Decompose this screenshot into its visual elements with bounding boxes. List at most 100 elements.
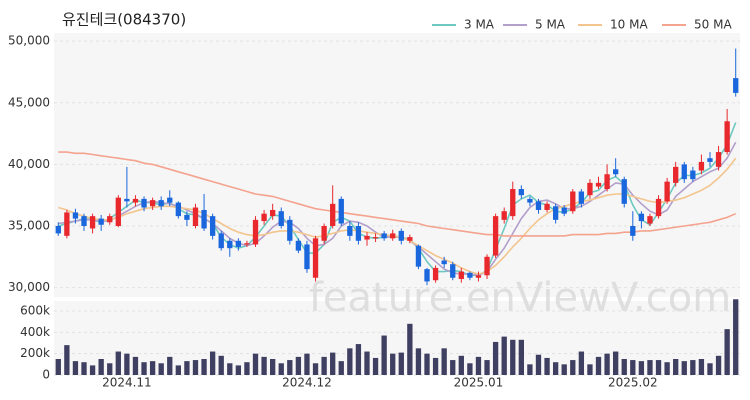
y-tick-label: 35,000 bbox=[8, 218, 50, 232]
candle-body bbox=[527, 198, 533, 203]
volume-bar bbox=[209, 351, 216, 375]
candle-body bbox=[630, 225, 636, 236]
volume-bar bbox=[527, 364, 533, 375]
volume-bar bbox=[149, 361, 156, 375]
legend-label: 50 MA bbox=[694, 18, 732, 32]
volume-bar bbox=[707, 363, 713, 375]
volume-bar bbox=[338, 361, 344, 375]
volume-bar bbox=[613, 351, 619, 375]
volume-bar bbox=[235, 365, 242, 375]
volume-bar bbox=[690, 360, 696, 375]
candle-body bbox=[621, 179, 627, 204]
candle-body bbox=[673, 166, 679, 183]
volume-bar bbox=[252, 353, 259, 375]
volume-bar bbox=[475, 356, 482, 375]
volume-bar bbox=[115, 351, 121, 375]
candle-body bbox=[390, 233, 396, 239]
candle-body bbox=[64, 212, 70, 236]
volume-bar bbox=[552, 362, 559, 375]
candle-body bbox=[415, 245, 422, 267]
candle-body bbox=[287, 219, 293, 241]
volume-bar bbox=[107, 363, 113, 375]
candle-body bbox=[544, 203, 550, 210]
candle-body bbox=[209, 216, 216, 236]
candle-body bbox=[132, 198, 139, 203]
candle-body bbox=[218, 233, 224, 249]
volume-bar bbox=[89, 365, 96, 375]
volume-bar bbox=[295, 356, 302, 375]
volume-bar bbox=[681, 361, 687, 375]
candle-body bbox=[587, 182, 593, 196]
candle-body bbox=[638, 213, 645, 222]
candle-body bbox=[398, 230, 404, 241]
candle-body bbox=[98, 218, 104, 225]
volume-bar bbox=[484, 360, 490, 375]
volume-bar bbox=[415, 348, 422, 375]
candle-body bbox=[432, 267, 439, 281]
ma-line bbox=[58, 151, 737, 237]
volume-bar bbox=[355, 344, 362, 375]
candle-body bbox=[175, 202, 181, 217]
volume-bar bbox=[621, 359, 627, 375]
volume-bar bbox=[390, 353, 396, 375]
candle-body bbox=[664, 181, 670, 202]
candle-body bbox=[141, 198, 147, 208]
volume-bar bbox=[424, 353, 430, 375]
volume-bar bbox=[492, 341, 499, 375]
y-tick-label: 50,000 bbox=[8, 34, 50, 48]
candle-body bbox=[115, 197, 121, 226]
volume-bar bbox=[673, 359, 679, 375]
volume-bar bbox=[733, 299, 739, 375]
volume-bar bbox=[698, 359, 705, 375]
candle-body bbox=[124, 198, 130, 202]
volume-bar bbox=[227, 363, 233, 375]
volume-bar bbox=[64, 345, 70, 375]
candle-body bbox=[484, 256, 490, 276]
volume-bar bbox=[578, 351, 585, 375]
candle-body bbox=[364, 235, 370, 240]
volume-bar bbox=[184, 361, 190, 375]
volume-bar bbox=[432, 357, 439, 375]
candle-body bbox=[244, 243, 250, 245]
legend-label: 3 MA bbox=[464, 18, 495, 32]
y-tick-label: 45,000 bbox=[8, 95, 50, 109]
candle-body bbox=[312, 238, 319, 278]
candle-body bbox=[304, 244, 310, 270]
volume-bar bbox=[398, 352, 404, 375]
volume-bar bbox=[604, 353, 610, 375]
volume-bar bbox=[647, 360, 653, 375]
candle-body bbox=[724, 121, 730, 153]
volume-bar bbox=[630, 360, 636, 375]
y-tick-label: 400k bbox=[20, 325, 50, 339]
candle-body bbox=[578, 191, 585, 204]
candle-body bbox=[347, 225, 353, 236]
volume-bar bbox=[270, 359, 276, 375]
volume-bar bbox=[81, 362, 87, 375]
volume-bar bbox=[587, 364, 593, 375]
candle-body bbox=[510, 189, 516, 217]
volume-bar bbox=[364, 351, 370, 375]
volume-bar bbox=[132, 356, 139, 375]
volume-bar bbox=[570, 360, 576, 375]
volume-bar bbox=[330, 352, 336, 375]
volume-bar bbox=[55, 359, 61, 375]
candle-body bbox=[55, 225, 61, 234]
candle-body bbox=[467, 272, 473, 278]
y-tick-label: 30,000 bbox=[8, 280, 50, 294]
candle-body bbox=[227, 240, 233, 249]
candle-body bbox=[355, 225, 362, 241]
candle-body bbox=[192, 207, 199, 226]
volume-bar bbox=[175, 365, 181, 375]
x-tick-label: 2025.02 bbox=[608, 376, 658, 390]
legend-label: 5 MA bbox=[535, 18, 566, 32]
volume-bar bbox=[192, 360, 199, 375]
volume-bar bbox=[321, 356, 327, 375]
watermark: feature.enViewV.com bbox=[309, 275, 731, 321]
candle-body bbox=[595, 182, 602, 187]
candle-body bbox=[681, 164, 687, 180]
volume-bar bbox=[595, 356, 602, 375]
candle-body bbox=[424, 269, 430, 282]
candle-body bbox=[707, 158, 713, 162]
candle-body bbox=[278, 211, 284, 226]
